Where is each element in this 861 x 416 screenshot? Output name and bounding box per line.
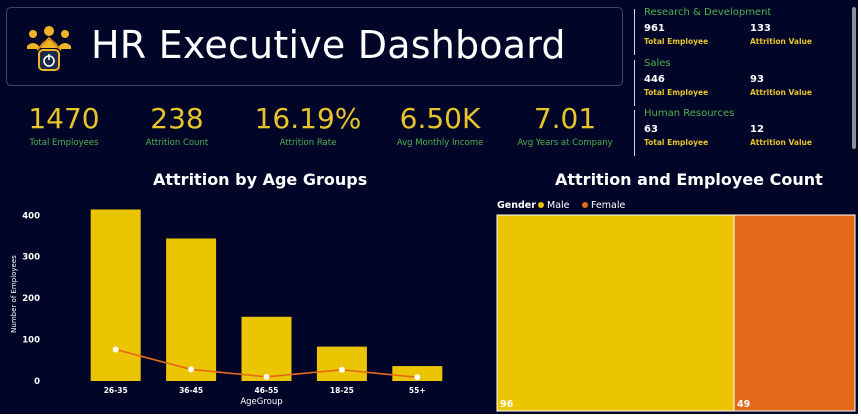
bar-26-35 [90, 209, 141, 381]
y-tick-label: 0 [34, 377, 40, 387]
treemap-tile-female [733, 214, 856, 412]
attrition-point-26-35 [112, 346, 119, 353]
kpi-label: Total Employees [29, 138, 99, 148]
dept-total-label: Total Employee [644, 37, 709, 46]
dept-total: 63 [644, 124, 658, 135]
y-axis-label: Number of Employees [10, 255, 18, 333]
employee-network-icon [27, 26, 71, 71]
y-tick-label: 100 [22, 336, 40, 346]
x-tick-label: 55+ [409, 386, 426, 395]
kpi-attrition-rate: 16.19% Attrition Rate [248, 102, 368, 149]
dept-attrition: 12 [750, 124, 764, 135]
attrition-point-46-55 [263, 373, 270, 380]
dept-attrition-label: Attrition Value [750, 138, 812, 147]
dept-attrition-label: Attrition Value [750, 37, 812, 46]
attrition-point-18-25 [338, 366, 345, 373]
kpi-avg-years-at-company: 7.01 Avg Years at Company [505, 102, 625, 149]
dept-name: Human Resources [644, 108, 735, 119]
y-tick-label: 400 [22, 211, 40, 221]
dept-panel-scrollbar[interactable] [852, 7, 856, 149]
dept-total-label: Total Employee [644, 138, 709, 147]
attrition-point-55+ [414, 374, 421, 381]
kpi-value: 7.01 [533, 102, 597, 135]
x-tick-label: 46-55 [255, 386, 279, 395]
kpi-label: Attrition Rate [279, 138, 337, 148]
legend-title: Gender [497, 200, 536, 211]
dept-total: 961 [644, 23, 665, 34]
x-tick-label: 36-45 [179, 386, 203, 395]
dept-card-sales: Sales 446 93 Total Employee Attrition Va… [634, 58, 850, 106]
kpi-label: Avg Monthly Income [396, 138, 484, 148]
attrition-point-36-45 [188, 366, 195, 373]
x-tick-label: 26-35 [104, 386, 128, 395]
x-axis-label: AgeGroup [240, 397, 282, 407]
gender-chart-title: Attrition and Employee Count [555, 170, 823, 189]
kpi-avg-monthly-income: 6.50K Avg Monthly Income [380, 102, 500, 149]
dept-total: 446 [644, 74, 665, 85]
kpi-value: 6.50K [399, 102, 481, 135]
kpi-attrition-count: 238 Attrition Count [117, 102, 237, 149]
dept-name: Sales [644, 58, 671, 69]
treemap-value-label: 49 [737, 399, 750, 410]
dept-total-label: Total Employee [644, 88, 709, 97]
dept-attrition-label: Attrition Value [750, 88, 812, 97]
y-tick-label: 200 [22, 294, 40, 304]
bar-18-25 [316, 346, 367, 381]
dept-name: Research & Development [644, 7, 772, 18]
kpi-label: Attrition Count [145, 138, 209, 148]
kpi-value: 16.19% [254, 102, 362, 135]
treemap-value-label: 96 [500, 399, 514, 410]
legend-label-male: Male [547, 200, 570, 211]
kpi-label: Avg Years at Company [517, 138, 613, 148]
gender-treemap-chart: Gender Male Female 96 49 [496, 200, 856, 412]
legend-label-female: Female [591, 200, 626, 211]
page-title: HR Executive Dashboard [91, 23, 566, 67]
bar-46-55 [241, 316, 292, 381]
dept-card-human-resources: Human Resources 63 12 Total Employee Att… [634, 108, 850, 156]
kpi-value: 1470 [28, 102, 100, 135]
legend-dot-female [582, 202, 588, 208]
treemap-tile-male [496, 214, 735, 412]
kpi-value: 238 [150, 102, 204, 135]
header-card: HR Executive Dashboard [6, 7, 623, 86]
age-group-bar-chart: 0 100 200 300 400 Number of Employees 26-35 36-… [10, 209, 443, 407]
bar-36-45 [166, 238, 217, 381]
kpi-total-employees: 1470 Total Employees [4, 102, 124, 149]
dept-attrition: 133 [750, 23, 771, 34]
age-chart-title: Attrition by Age Groups [153, 170, 368, 189]
y-tick-label: 300 [22, 253, 40, 263]
dept-attrition: 93 [750, 74, 764, 85]
dept-card-research-development: Research & Development 961 133 Total Emp… [634, 7, 850, 55]
bar-55+ [392, 366, 443, 381]
x-tick-label: 18-25 [330, 386, 354, 395]
legend-dot-male [538, 202, 544, 208]
